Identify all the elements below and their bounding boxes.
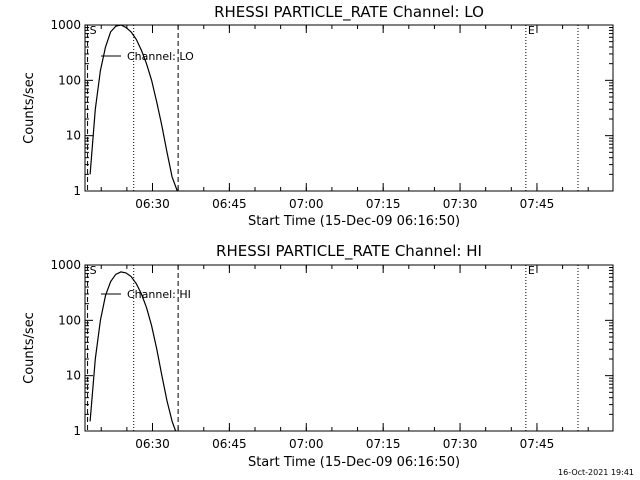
x-tick-label: 07:00: [289, 197, 324, 211]
marker-label: S: [90, 264, 97, 277]
y-tick-label: 1: [73, 424, 81, 438]
y-tick-label: 1000: [50, 18, 81, 32]
y-tick-label: 1000: [50, 258, 81, 272]
series-line: [89, 271, 177, 432]
y-tick-label: 100: [58, 73, 81, 87]
timestamp-label: 16-Oct-2021 19:41: [558, 468, 634, 477]
y-tick-label: 100: [58, 313, 81, 327]
x-tick-label: 06:45: [212, 197, 247, 211]
plot-frame: [84, 264, 614, 432]
x-tick-label: 07:45: [520, 437, 555, 451]
x-axis-label: Start Time (15-Dec-09 06:16:50): [248, 214, 460, 229]
x-tick-label: 07:45: [520, 197, 555, 211]
x-tick-label: 06:45: [212, 437, 247, 451]
legend-label: Channel: LO: [127, 50, 194, 63]
series-line: [89, 24, 178, 192]
chart-panel-2: RHESSI PARTICLE_RATE Channel: HI Start Ti…: [22, 242, 614, 470]
y-tick-label: 10: [66, 129, 81, 143]
x-tick-label: 07:00: [289, 437, 324, 451]
chart-title: RHESSI PARTICLE_RATE Channel: LO: [214, 3, 484, 22]
chart-title: RHESSI PARTICLE_RATE Channel: HI: [216, 242, 482, 261]
y-tick-label: 10: [66, 369, 81, 383]
x-tick-label: 07:15: [366, 197, 401, 211]
marker-label: E: [528, 24, 535, 37]
x-tick-label: 07:30: [443, 197, 478, 211]
plot-frame: [84, 24, 614, 192]
y-axis-label: Counts/sec: [22, 312, 37, 384]
legend-label: Channel: HI: [127, 288, 191, 301]
marker-label: S: [90, 24, 97, 37]
y-axis-label: Counts/sec: [22, 72, 37, 144]
x-axis-label: Start Time (15-Dec-09 06:16:50): [248, 455, 460, 470]
x-tick-label: 06:30: [135, 197, 170, 211]
y-tick-label: 1: [73, 184, 81, 198]
x-tick-label: 07:15: [366, 437, 401, 451]
marker-label: E: [528, 264, 535, 277]
x-tick-label: 06:30: [135, 437, 170, 451]
x-tick-label: 07:30: [443, 437, 478, 451]
chart-panel-1: RHESSI PARTICLE_RATE Channel: LO Start Ti…: [22, 3, 614, 229]
